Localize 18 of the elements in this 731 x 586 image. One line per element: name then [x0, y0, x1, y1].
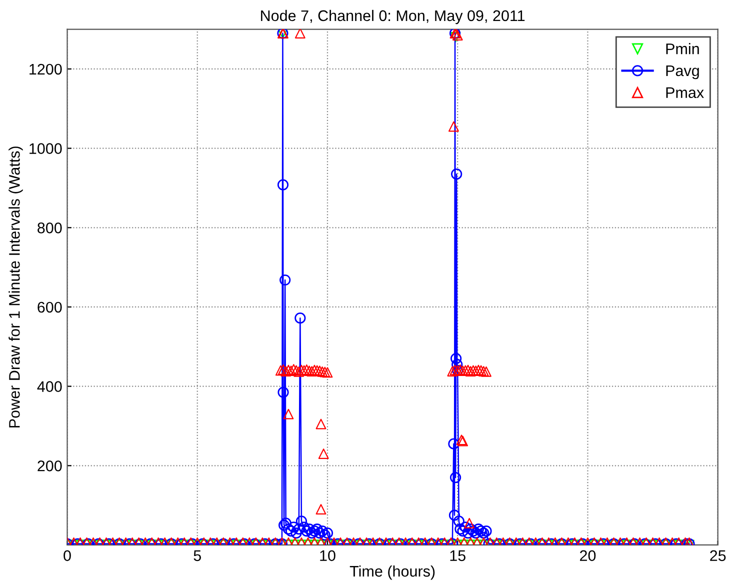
legend-label: Pmax: [666, 87, 704, 98]
x-tick-label: 15: [450, 550, 466, 562]
y-tick-label: 1000: [30, 143, 62, 154]
x-tick-label: 10: [320, 550, 336, 562]
x-tick-label: 0: [64, 550, 71, 562]
x-tick-label: 5: [194, 550, 201, 562]
y-tick-label: 1200: [30, 64, 62, 75]
y-axis-title: Power Draw for 1 Minute Intervals (Watts): [8, 146, 23, 428]
x-axis-title: Time (hours): [350, 565, 435, 580]
y-tick-label: 800: [38, 222, 62, 234]
chart-title: Node 7, Channel 0: Mon, May 09, 2011: [261, 10, 525, 24]
legend-label: Pmin: [666, 43, 699, 54]
y-tick-label: 200: [38, 460, 62, 472]
y-tick-label: 400: [37, 381, 62, 392]
x-tick-label: 20: [580, 550, 596, 562]
y-tick-label: 600: [38, 302, 62, 313]
legend-label: Pavg: [666, 65, 699, 80]
x-tick-label: 25: [710, 550, 726, 562]
